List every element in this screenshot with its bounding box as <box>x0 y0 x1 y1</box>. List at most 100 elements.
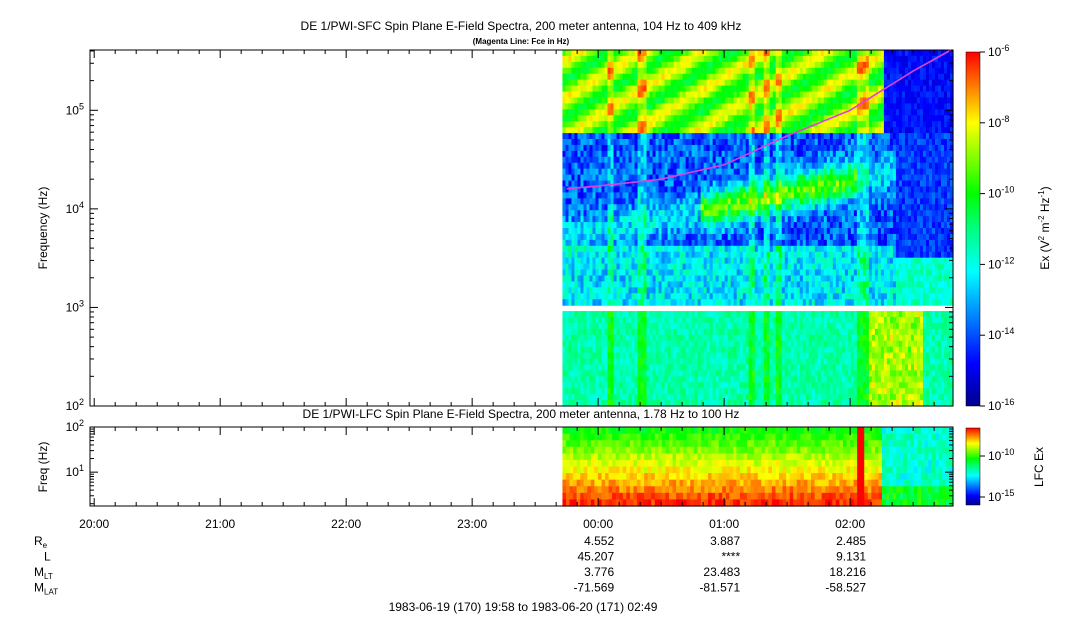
sfc-cell <box>790 198 795 205</box>
sfc-cell <box>661 328 666 336</box>
sfc-cell <box>766 251 771 259</box>
sfc-cell <box>733 281 738 288</box>
sfc-cell <box>799 67 804 75</box>
sfc-cell <box>637 162 642 170</box>
sfc-cell <box>739 162 744 170</box>
sfc-cell <box>598 352 603 360</box>
sfc-cell <box>607 186 612 193</box>
sfc-cell <box>562 144 567 152</box>
sfc-cell <box>751 388 756 395</box>
sfc-cell <box>631 174 636 182</box>
sfc-cell <box>592 67 597 75</box>
sfc-cell <box>604 228 609 235</box>
sfc-cell <box>802 144 807 152</box>
sfc-cell <box>589 55 594 63</box>
sfc-cell <box>712 222 717 229</box>
sfc-cell <box>649 340 654 348</box>
sfc-cell <box>667 73 672 81</box>
sfc-cell <box>682 263 687 271</box>
sfc-cell <box>811 127 816 134</box>
sfc-cell <box>601 133 606 140</box>
sfc-cell <box>652 334 657 342</box>
sfc-cell <box>586 216 591 223</box>
sfc-cell <box>673 115 678 122</box>
sfc-cell <box>607 322 612 330</box>
sfc-cell <box>727 239 732 247</box>
sfc-cell <box>769 85 774 93</box>
sfc-cell <box>634 50 639 57</box>
sfc-cell <box>694 275 699 282</box>
sfc-cell <box>763 162 768 170</box>
sfc-cell <box>655 50 660 57</box>
sfc-cell <box>760 228 765 235</box>
sfc-cell <box>616 287 621 294</box>
sfc-cell <box>778 144 783 152</box>
sfc-cell <box>739 73 744 81</box>
sfc-cell <box>628 174 633 182</box>
sfc-cell <box>589 275 594 282</box>
sfc-cell <box>784 127 789 134</box>
sfc-cell <box>727 133 732 140</box>
sfc-cell <box>721 210 726 217</box>
sfc-cell <box>649 346 654 354</box>
sfc-cell <box>640 192 645 199</box>
sfc-cell <box>775 150 780 158</box>
sfc-cell <box>790 257 795 265</box>
sfc-cell <box>664 239 669 247</box>
sfc-cell <box>805 210 810 217</box>
sfc-cell <box>574 352 579 360</box>
sfc-cell <box>664 55 669 63</box>
sfc-cell <box>622 50 627 57</box>
sfc-cell <box>562 168 567 176</box>
sfc-cell <box>640 239 645 247</box>
sfc-cell <box>604 162 609 170</box>
sfc-cell <box>706 370 711 377</box>
sfc-cell <box>613 61 618 69</box>
sfc-cell <box>619 352 624 360</box>
sfc-cell <box>709 150 714 158</box>
sfc-cell <box>724 55 729 63</box>
sfc-cell <box>577 263 582 271</box>
sfc-cell <box>748 257 753 265</box>
sfc-cell <box>811 174 816 182</box>
sfc-cell <box>775 79 780 87</box>
sfc-cell <box>607 239 612 247</box>
sfc-cell <box>697 73 702 81</box>
sfc-cell <box>718 61 723 69</box>
sfc-cell <box>709 133 714 140</box>
sfc-cell <box>730 376 735 383</box>
sfc-cell <box>799 299 804 306</box>
sfc-cell <box>748 210 753 217</box>
sfc-cell <box>568 322 573 330</box>
sfc-cell <box>595 85 600 93</box>
sfc-cell <box>664 400 669 407</box>
sfc-cell <box>562 364 567 371</box>
sfc-cell <box>784 239 789 247</box>
sfc-cell <box>802 204 807 211</box>
sfc-cell <box>748 328 753 336</box>
sfc-cell <box>631 85 636 93</box>
sfc-cell <box>625 168 630 176</box>
sfc-cell <box>790 133 795 140</box>
sfc-cell <box>781 156 786 164</box>
sfc-cell <box>754 358 759 366</box>
sfc-cell <box>589 352 594 360</box>
sfc-cell <box>655 228 660 235</box>
sfc-cell <box>610 222 615 229</box>
sfc-cell <box>712 198 717 205</box>
sfc-cell <box>646 328 651 336</box>
sfc-cell <box>757 186 762 193</box>
sfc-cell <box>736 204 741 211</box>
sfc-cell <box>721 133 726 140</box>
sfc-cell <box>697 311 702 318</box>
sfc-cell <box>736 162 741 170</box>
sfc-cell <box>742 400 747 407</box>
sfc-cell <box>763 346 768 354</box>
sfc-cell <box>703 73 708 81</box>
sfc-cell <box>595 50 600 57</box>
sfc-cell <box>778 50 783 57</box>
sfc-cell <box>595 311 600 318</box>
sfc-cell <box>619 168 624 176</box>
sfc-cell <box>811 180 816 188</box>
sfc-cell <box>736 287 741 294</box>
